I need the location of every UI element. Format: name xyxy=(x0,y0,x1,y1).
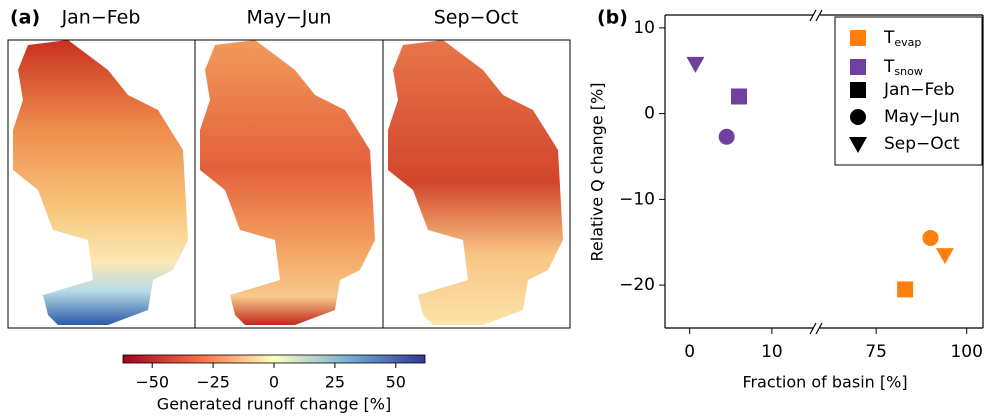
colorbar-tick-label: 0 xyxy=(269,373,279,392)
legend-name: T xyxy=(883,57,895,77)
y-tick-label: 10 xyxy=(633,18,655,38)
legend-subscript: evap xyxy=(894,36,921,49)
panel-label: (a) xyxy=(10,7,40,29)
legend-swatch xyxy=(850,30,866,46)
map-jan-feb xyxy=(7,39,196,329)
marker-square xyxy=(731,88,747,105)
legend-label: Tevap xyxy=(883,28,921,49)
x-axis-label: Fraction of basin [%] xyxy=(742,373,907,392)
y-tick-label: −20 xyxy=(619,275,655,295)
colorbar-tick-label: −50 xyxy=(135,373,169,392)
colorbar-label: Generated runoff change [%] xyxy=(157,395,391,414)
legend-label: Jan−Feb xyxy=(883,80,955,100)
x-tick-label: 0 xyxy=(684,342,695,362)
x-tick-label: 75 xyxy=(865,342,887,362)
marker-triangle xyxy=(686,56,705,73)
colorbar-tick-label: −25 xyxy=(196,373,230,392)
map-title: Jan−Feb xyxy=(61,7,141,29)
marker-triangle xyxy=(935,248,954,265)
panel-label: (b) xyxy=(597,7,628,29)
marker-circle xyxy=(850,109,866,125)
marker-triangle xyxy=(849,137,867,153)
marker-square xyxy=(850,82,866,98)
x-tick-label: 10 xyxy=(761,342,783,362)
map-may-jun xyxy=(194,39,384,329)
legend-subscript: snow xyxy=(894,65,922,78)
legend-name: T xyxy=(883,28,895,48)
colorbar-tick-label: 25 xyxy=(325,373,345,392)
marker-circle xyxy=(922,229,939,246)
map-sep-oct xyxy=(382,39,571,329)
legend-label: Tsnow xyxy=(883,57,923,78)
map-title: May−Jun xyxy=(247,7,332,29)
colorbar-tick-label: 50 xyxy=(386,373,406,392)
y-tick-label: −10 xyxy=(619,189,655,209)
legend-label: Sep−Oct xyxy=(884,134,960,154)
colorbar xyxy=(122,354,426,364)
axis-break xyxy=(809,9,823,335)
marker-square xyxy=(897,281,914,298)
x-tick-label: 100 xyxy=(950,342,982,362)
y-tick-label: 0 xyxy=(644,104,655,124)
map-title: Sep−Oct xyxy=(434,7,519,29)
y-axis-label: Relative Q change [%] xyxy=(588,83,607,262)
legend-label: May−Jun xyxy=(884,107,960,127)
legend-swatch xyxy=(850,59,866,75)
marker-circle xyxy=(718,128,735,145)
